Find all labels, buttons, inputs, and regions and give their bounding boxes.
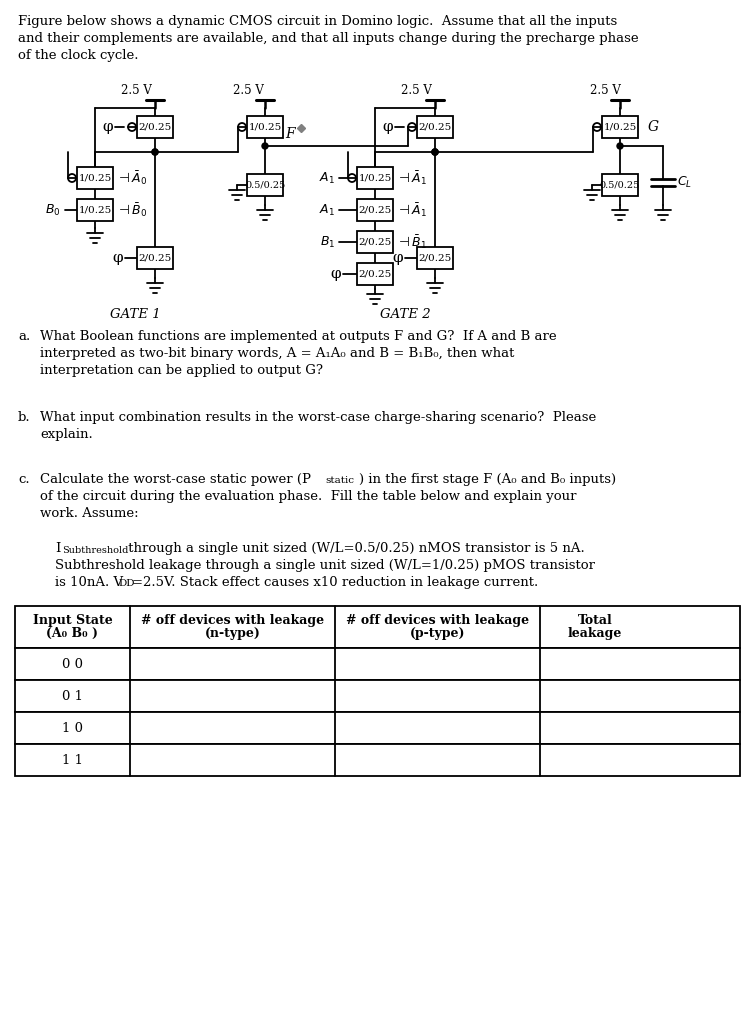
- Text: What input combination results in the worst-case charge-sharing scenario?  Pleas: What input combination results in the wo…: [40, 411, 596, 424]
- Text: $\dashv\bar{B}_0$: $\dashv\bar{B}_0$: [116, 201, 147, 219]
- Bar: [357, 199, 393, 221]
- Bar: [602, 174, 638, 196]
- Text: =2.5V. Stack effect causes x10 reduction in leakage current.: =2.5V. Stack effect causes x10 reduction…: [132, 575, 538, 589]
- Text: $A_1$: $A_1$: [319, 203, 335, 217]
- Text: through a single unit sized (W/L=0.5/0.25) nMOS transistor is 5 nA.: through a single unit sized (W/L=0.5/0.2…: [124, 542, 585, 555]
- Text: φ: φ: [112, 251, 123, 265]
- Text: 2.5 V: 2.5 V: [121, 84, 152, 97]
- Circle shape: [432, 150, 438, 155]
- Bar: [15, 648, 740, 680]
- Text: 2/0.25: 2/0.25: [418, 123, 451, 131]
- Text: 1/0.25: 1/0.25: [79, 173, 112, 182]
- Bar: [77, 167, 113, 189]
- Bar: [15, 712, 740, 744]
- Text: φ: φ: [103, 120, 113, 134]
- Text: 0 1: 0 1: [62, 689, 83, 702]
- Text: 2/0.25: 2/0.25: [359, 238, 392, 247]
- Text: $A_1$: $A_1$: [319, 170, 335, 185]
- Text: $C_L$: $C_L$: [677, 174, 692, 189]
- Text: Total: Total: [578, 614, 612, 627]
- Text: # off devices with leakage: # off devices with leakage: [141, 614, 324, 627]
- Bar: [15, 680, 740, 712]
- Text: 2/0.25: 2/0.25: [138, 254, 171, 262]
- Text: GATE 1: GATE 1: [109, 308, 160, 321]
- Text: GATE 2: GATE 2: [380, 308, 430, 321]
- Text: 1 0: 1 0: [62, 722, 83, 734]
- Text: 2.5 V: 2.5 V: [233, 84, 264, 97]
- Bar: [357, 167, 393, 189]
- Circle shape: [432, 150, 438, 155]
- Circle shape: [152, 150, 158, 155]
- Text: $\dashv\bar{B}_1$: $\dashv\bar{B}_1$: [396, 233, 427, 251]
- Text: of the circuit during the evaluation phase.  Fill the table below and explain yo: of the circuit during the evaluation pha…: [40, 490, 577, 503]
- Text: What Boolean functions are implemented at outputs F and G?  If A and B are: What Boolean functions are implemented a…: [40, 330, 556, 343]
- Text: DD: DD: [118, 579, 134, 588]
- Text: 2/0.25: 2/0.25: [359, 206, 392, 214]
- Text: G: G: [648, 120, 659, 134]
- Circle shape: [262, 143, 268, 150]
- Text: 2/0.25: 2/0.25: [138, 123, 171, 131]
- Text: Figure below shows a dynamic CMOS circuit in Domino logic.  Assume that all the : Figure below shows a dynamic CMOS circui…: [18, 15, 618, 28]
- Text: $\dashv\bar{A}_1$: $\dashv\bar{A}_1$: [396, 201, 427, 219]
- Text: interpreted as two-bit binary words, A = A₁A₀ and B = B₁B₀, then what: interpreted as two-bit binary words, A =…: [40, 347, 514, 360]
- Text: $\dashv\bar{A}_0$: $\dashv\bar{A}_0$: [116, 169, 147, 186]
- Text: Calculate the worst-case static power (P: Calculate the worst-case static power (P: [40, 473, 311, 486]
- Text: 0.5/0.25: 0.5/0.25: [600, 180, 640, 189]
- Text: and their complements are available, and that all inputs change during the prech: and their complements are available, and…: [18, 32, 639, 45]
- Bar: [417, 247, 453, 269]
- Text: ) in the first stage F (A₀ and B₀ inputs): ) in the first stage F (A₀ and B₀ inputs…: [359, 473, 616, 486]
- Text: c.: c.: [18, 473, 29, 486]
- Text: 0 0: 0 0: [62, 657, 83, 671]
- Text: $B_1$: $B_1$: [319, 234, 335, 250]
- Bar: [15, 744, 740, 776]
- Text: interpretation can be applied to output G?: interpretation can be applied to output …: [40, 364, 323, 377]
- Bar: [137, 247, 173, 269]
- Bar: [602, 116, 638, 138]
- Circle shape: [617, 143, 623, 150]
- Text: leakage: leakage: [568, 627, 622, 640]
- Text: 1/0.25: 1/0.25: [359, 173, 392, 182]
- Bar: [357, 263, 393, 285]
- Text: (p-type): (p-type): [410, 627, 465, 640]
- Bar: [247, 116, 283, 138]
- Text: (n-type): (n-type): [205, 627, 260, 640]
- Text: 2/0.25: 2/0.25: [359, 269, 392, 279]
- Text: 2.5 V: 2.5 V: [401, 84, 432, 97]
- Text: Subthreshold: Subthreshold: [62, 546, 128, 555]
- Text: I: I: [55, 542, 60, 555]
- Text: F: F: [285, 127, 294, 141]
- Text: b.: b.: [18, 411, 31, 424]
- Text: φ: φ: [331, 267, 341, 281]
- Bar: [77, 199, 113, 221]
- Text: a.: a.: [18, 330, 30, 343]
- Text: 1/0.25: 1/0.25: [248, 123, 282, 131]
- Bar: [357, 231, 393, 253]
- Text: Input State: Input State: [32, 614, 112, 627]
- Text: Subthreshold leakage through a single unit sized (W/L=1/0.25) pMOS transistor: Subthreshold leakage through a single un…: [55, 559, 595, 572]
- Text: 2.5 V: 2.5 V: [590, 84, 621, 97]
- Text: 1/0.25: 1/0.25: [79, 206, 112, 214]
- Text: static: static: [325, 476, 354, 485]
- Text: 0.5/0.25: 0.5/0.25: [245, 180, 285, 189]
- Text: # off devices with leakage: # off devices with leakage: [346, 614, 529, 627]
- Text: 2/0.25: 2/0.25: [418, 254, 451, 262]
- Bar: [15, 606, 740, 648]
- Text: work. Assume:: work. Assume:: [40, 507, 139, 520]
- Text: $\dashv\bar{A}_1$: $\dashv\bar{A}_1$: [396, 169, 427, 186]
- Bar: [417, 116, 453, 138]
- Bar: [137, 116, 173, 138]
- Circle shape: [152, 150, 158, 155]
- Text: $B_0$: $B_0$: [45, 203, 61, 217]
- Text: explain.: explain.: [40, 428, 93, 441]
- Circle shape: [432, 150, 438, 155]
- Text: φ: φ: [393, 251, 403, 265]
- Text: 1 1: 1 1: [62, 754, 83, 767]
- Bar: [247, 174, 283, 196]
- Text: of the clock cycle.: of the clock cycle.: [18, 49, 138, 62]
- Text: φ: φ: [382, 120, 393, 134]
- Text: is 10nA. V: is 10nA. V: [55, 575, 123, 589]
- Text: 1/0.25: 1/0.25: [603, 123, 636, 131]
- Text: (A₀ B₀ ): (A₀ B₀ ): [47, 627, 98, 640]
